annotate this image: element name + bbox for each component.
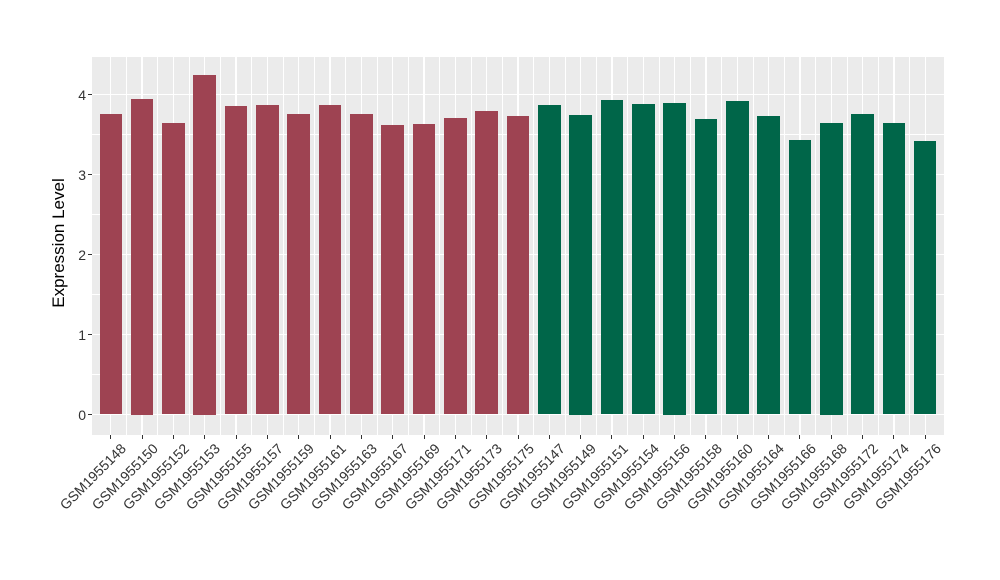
gridline-minor-vertical bbox=[564, 57, 566, 435]
bar bbox=[694, 119, 718, 415]
bar bbox=[725, 100, 749, 415]
gridline-minor-vertical bbox=[846, 57, 848, 435]
x-axis-tick bbox=[110, 435, 112, 439]
gridline-minor-vertical bbox=[909, 57, 910, 435]
gridline-minor-vertical bbox=[533, 57, 535, 435]
gridline-minor-vertical bbox=[815, 57, 817, 435]
x-axis-tick bbox=[517, 435, 519, 439]
x-axis-tick bbox=[548, 435, 550, 439]
y-axis-tick bbox=[88, 334, 92, 335]
bar bbox=[318, 104, 342, 415]
bar bbox=[819, 122, 843, 415]
x-axis-tick bbox=[862, 435, 864, 439]
x-axis-tick bbox=[235, 435, 237, 439]
gridline-minor-vertical bbox=[251, 57, 253, 435]
bar bbox=[99, 113, 123, 415]
x-axis-tick bbox=[454, 435, 456, 439]
gridline-minor-vertical bbox=[627, 57, 629, 435]
x-axis-tick bbox=[705, 435, 707, 439]
x-axis-tick bbox=[392, 435, 394, 439]
bar bbox=[256, 104, 279, 415]
bar bbox=[381, 124, 404, 415]
bar bbox=[412, 124, 436, 415]
gridline-minor-vertical bbox=[376, 57, 378, 435]
x-axis-tick bbox=[486, 435, 488, 439]
gridline-minor-vertical bbox=[157, 57, 159, 435]
bar bbox=[162, 123, 185, 415]
x-axis-tick bbox=[580, 435, 582, 439]
x-axis-tick bbox=[674, 435, 676, 439]
bar bbox=[757, 116, 780, 415]
x-axis-tick bbox=[360, 435, 362, 439]
bar bbox=[851, 113, 874, 415]
x-axis-tick bbox=[642, 435, 644, 439]
bar bbox=[444, 117, 467, 415]
y-axis-tick bbox=[88, 174, 92, 175]
gridline-minor-vertical bbox=[188, 57, 190, 435]
x-axis-tick bbox=[799, 435, 801, 439]
x-axis-tick bbox=[423, 435, 425, 439]
bar bbox=[475, 111, 498, 415]
bar bbox=[632, 104, 655, 415]
y-axis-tick bbox=[88, 94, 92, 95]
x-axis-tick bbox=[924, 435, 926, 439]
y-axis-tick bbox=[88, 254, 92, 255]
gridline-minor-vertical bbox=[470, 57, 472, 435]
y-tick-label: 0 bbox=[78, 406, 86, 423]
gridline-minor-vertical bbox=[721, 57, 723, 435]
gridline-minor-vertical bbox=[282, 57, 284, 435]
gridline-minor-vertical bbox=[126, 57, 127, 435]
bar bbox=[287, 113, 310, 415]
bar bbox=[569, 114, 592, 415]
bar bbox=[663, 102, 686, 415]
x-axis-tick bbox=[611, 435, 613, 439]
x-axis-tick bbox=[141, 435, 143, 439]
x-axis-tick bbox=[298, 435, 300, 439]
bar bbox=[350, 113, 373, 415]
y-axis-tick bbox=[88, 414, 92, 415]
y-tick-label: 1 bbox=[78, 326, 86, 343]
bar bbox=[224, 105, 248, 415]
gridline-minor-vertical bbox=[439, 57, 441, 435]
gridline-minor-vertical bbox=[220, 57, 221, 435]
x-axis-tick bbox=[204, 435, 206, 439]
y-axis-title: Expression Level bbox=[49, 178, 68, 308]
x-axis-tick bbox=[768, 435, 770, 439]
x-axis-tick bbox=[830, 435, 832, 439]
plot-panel bbox=[92, 57, 944, 435]
gridline-minor-vertical bbox=[501, 57, 503, 435]
gridline-minor-vertical bbox=[689, 57, 691, 435]
bar bbox=[788, 140, 812, 415]
y-tick-label: 3 bbox=[78, 166, 86, 183]
bar bbox=[913, 140, 937, 415]
bar bbox=[506, 116, 530, 415]
gridline-minor-vertical bbox=[408, 57, 409, 435]
gridline-minor-vertical bbox=[314, 57, 315, 435]
gridline-minor-vertical bbox=[595, 57, 597, 435]
bar bbox=[193, 74, 217, 415]
bar bbox=[882, 123, 906, 415]
gridline-minor-vertical bbox=[877, 57, 879, 435]
y-tick-label: 4 bbox=[78, 86, 86, 103]
x-axis-tick bbox=[736, 435, 738, 439]
gridline-minor-vertical bbox=[658, 57, 660, 435]
gridline-minor-vertical bbox=[752, 57, 754, 435]
bar bbox=[538, 104, 561, 415]
bar bbox=[600, 100, 624, 415]
gridline-minor-vertical bbox=[345, 57, 347, 435]
x-axis-tick bbox=[172, 435, 174, 439]
x-axis-tick bbox=[893, 435, 895, 439]
x-axis-tick bbox=[329, 435, 331, 439]
gridline-minor-vertical bbox=[783, 57, 785, 435]
y-tick-label: 2 bbox=[78, 246, 86, 263]
bar bbox=[130, 98, 154, 415]
x-axis-tick bbox=[266, 435, 268, 439]
